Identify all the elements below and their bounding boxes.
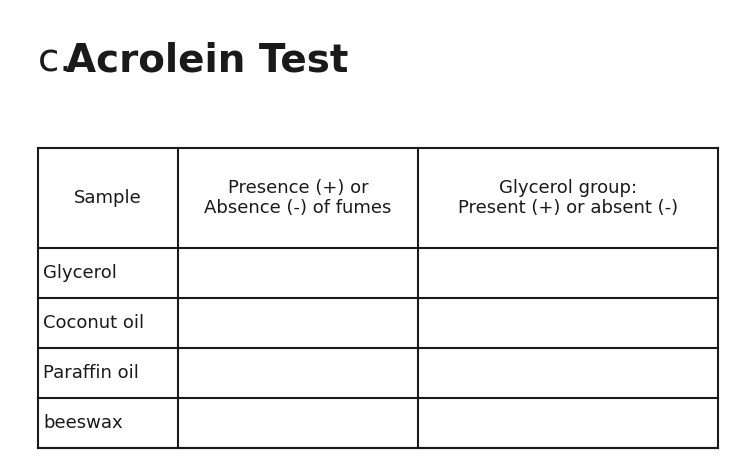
Text: Coconut oil: Coconut oil xyxy=(43,314,144,332)
Text: Sample: Sample xyxy=(74,189,142,207)
Text: c.: c. xyxy=(38,42,84,80)
Text: Presence (+) or
Absence (-) of fumes: Presence (+) or Absence (-) of fumes xyxy=(204,179,392,218)
Text: Paraffin oil: Paraffin oil xyxy=(43,364,139,382)
Text: beeswax: beeswax xyxy=(43,414,123,432)
Text: Acrolein Test: Acrolein Test xyxy=(66,42,348,80)
Text: Glycerol: Glycerol xyxy=(43,264,117,282)
Text: Glycerol group:
Present (+) or absent (-): Glycerol group: Present (+) or absent (-… xyxy=(458,179,678,218)
